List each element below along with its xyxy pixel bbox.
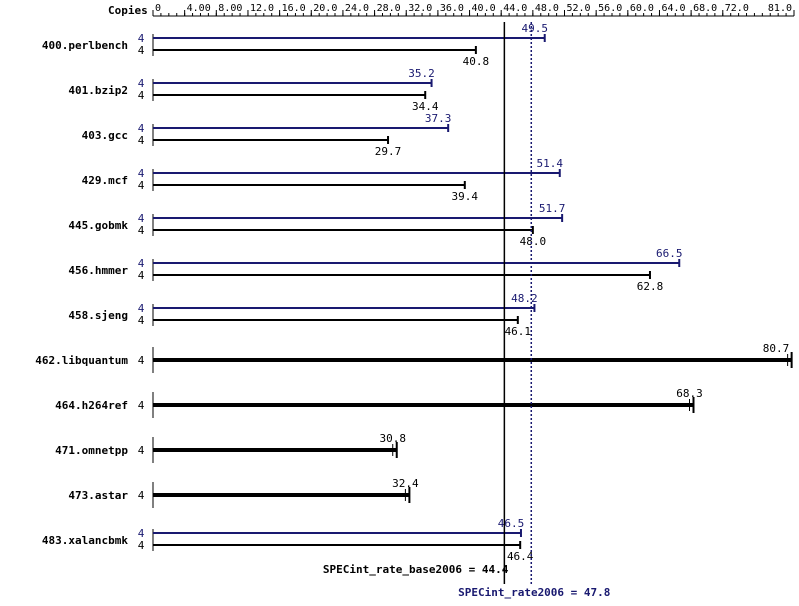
benchmark-label: 471.omnetpp [55, 444, 128, 457]
benchmark-label: 445.gobmk [68, 219, 128, 232]
x-axis: 0 4.00 8.00 12.0 16.0 20.0 24.0 28.0 32.0 36.0 40.… [152, 3, 795, 17]
base-copies-label: 4 [138, 354, 145, 367]
base-copies-label: 4 [138, 489, 145, 502]
peak-copies-label: 4 [138, 77, 145, 90]
benchmark-row: 445.gobmk 4 51.7 4 48.0 [68, 202, 565, 248]
benchmark-row: 456.hmmer 4 66.5 4 62.8 [68, 247, 682, 293]
peak-value-label: 46.5 [498, 517, 525, 530]
x-tick-label: 40.0 [472, 3, 496, 14]
x-tick-label: 4.00 [187, 3, 211, 14]
x-tick-label: 0 [155, 3, 161, 14]
benchmark-row: 464.h264ref 4 68.3 [55, 387, 703, 418]
base-value-label: 62.8 [637, 280, 664, 293]
benchmark-row: 401.bzip2 4 35.2 4 34.4 [68, 67, 438, 113]
base-copies-label: 4 [138, 134, 145, 147]
base-value-label: 40.8 [463, 55, 490, 68]
benchmark-label: 401.bzip2 [68, 84, 128, 97]
x-tick-label: 44.0 [503, 3, 527, 14]
base-copies-label: 4 [138, 224, 145, 237]
benchmark-row: 458.sjeng 4 48.2 4 46.1 [68, 292, 537, 338]
base-value-label: 39.4 [452, 190, 479, 203]
benchmark-label: 462.libquantum [35, 354, 128, 367]
x-tick-label: 24.0 [345, 3, 369, 14]
peak-copies-label: 4 [138, 527, 145, 540]
base-value-label: 34.4 [412, 100, 439, 113]
peak-value-label: 51.7 [539, 202, 566, 215]
x-tick-label: 8.00 [218, 3, 242, 14]
benchmark-label: 464.h264ref [55, 399, 128, 412]
base-copies-label: 4 [138, 179, 145, 192]
peak-summary-label: SPECint_rate2006 = 47.8 [458, 586, 610, 599]
x-tick-label: 36.0 [440, 3, 464, 14]
base-value-label: 30.8 [379, 432, 406, 445]
peak-value-label: 66.5 [656, 247, 683, 260]
copies-axis-title: Copies [108, 4, 148, 17]
benchmark-row: 462.libquantum 4 80.7 [35, 342, 793, 373]
peak-copies-label: 4 [138, 167, 145, 180]
base-value-label: 46.1 [505, 325, 532, 338]
x-tick-label: 56.0 [598, 3, 622, 14]
x-tick-label: 28.0 [377, 3, 401, 14]
peak-value-label: 35.2 [408, 67, 435, 80]
base-value-label: 29.7 [375, 145, 402, 158]
base-copies-label: 4 [138, 314, 145, 327]
benchmark-label: 483.xalancbmk [42, 534, 128, 547]
base-value-label: 32.4 [392, 477, 419, 490]
base-copies-label: 4 [138, 44, 145, 57]
benchmark-label: 456.hmmer [68, 264, 128, 277]
peak-copies-label: 4 [138, 302, 145, 315]
x-tick-label: 68.0 [693, 3, 717, 14]
benchmark-label: 400.perlbench [42, 39, 128, 52]
benchmark-row: 400.perlbench 4 49.5 4 40.8 [42, 22, 548, 68]
peak-copies-label: 4 [138, 122, 145, 135]
benchmark-label: 429.mcf [82, 174, 128, 187]
base-value-label: 80.7 [763, 342, 790, 355]
x-tick-label: 81.0 [768, 3, 792, 14]
peak-copies-label: 4 [138, 212, 145, 225]
benchmark-label: 458.sjeng [68, 309, 128, 322]
benchmark-row: 403.gcc 4 37.3 4 29.7 [82, 112, 452, 158]
x-tick-label: 20.0 [313, 3, 337, 14]
base-value-label: 68.3 [676, 387, 703, 400]
benchmark-row: 473.astar 4 32.4 [68, 477, 419, 508]
x-tick-label: 32.0 [408, 3, 432, 14]
x-tick-label: 52.0 [567, 3, 591, 14]
peak-value-label: 37.3 [425, 112, 452, 125]
base-copies-label: 4 [138, 89, 145, 102]
benchmark-rows: 400.perlbench 4 49.5 4 40.8 401.bzip2 4 35.2 4 34… [35, 22, 793, 563]
x-tick-label: 12.0 [250, 3, 274, 14]
peak-copies-label: 4 [138, 257, 145, 270]
x-tick-label: 72.0 [725, 3, 749, 14]
x-tick-label: 16.0 [282, 3, 306, 14]
peak-value-label: 49.5 [521, 22, 548, 35]
benchmark-label: 403.gcc [82, 129, 128, 142]
base-copies-label: 4 [138, 539, 145, 552]
benchmark-row: 471.omnetpp 4 30.8 [55, 432, 406, 463]
x-tick-label: 48.0 [535, 3, 559, 14]
base-value-label: 46.4 [507, 550, 534, 563]
base-copies-label: 4 [138, 399, 145, 412]
peak-value-label: 48.2 [511, 292, 538, 305]
benchmark-label: 473.astar [68, 489, 128, 502]
x-tick-label: 64.0 [661, 3, 685, 14]
summary-lines: SPECint_rate_base2006 = 44.4 SPECint_rate… [323, 22, 610, 599]
benchmark-row: 429.mcf 4 51.4 4 39.4 [82, 157, 564, 203]
peak-value-label: 51.4 [537, 157, 564, 170]
base-summary-label: SPECint_rate_base2006 = 44.4 [323, 563, 509, 576]
x-tick-label: 60.0 [630, 3, 654, 14]
peak-copies-label: 4 [138, 32, 145, 45]
base-value-label: 48.0 [520, 235, 547, 248]
base-copies-label: 4 [138, 444, 145, 457]
base-copies-label: 4 [138, 269, 145, 282]
